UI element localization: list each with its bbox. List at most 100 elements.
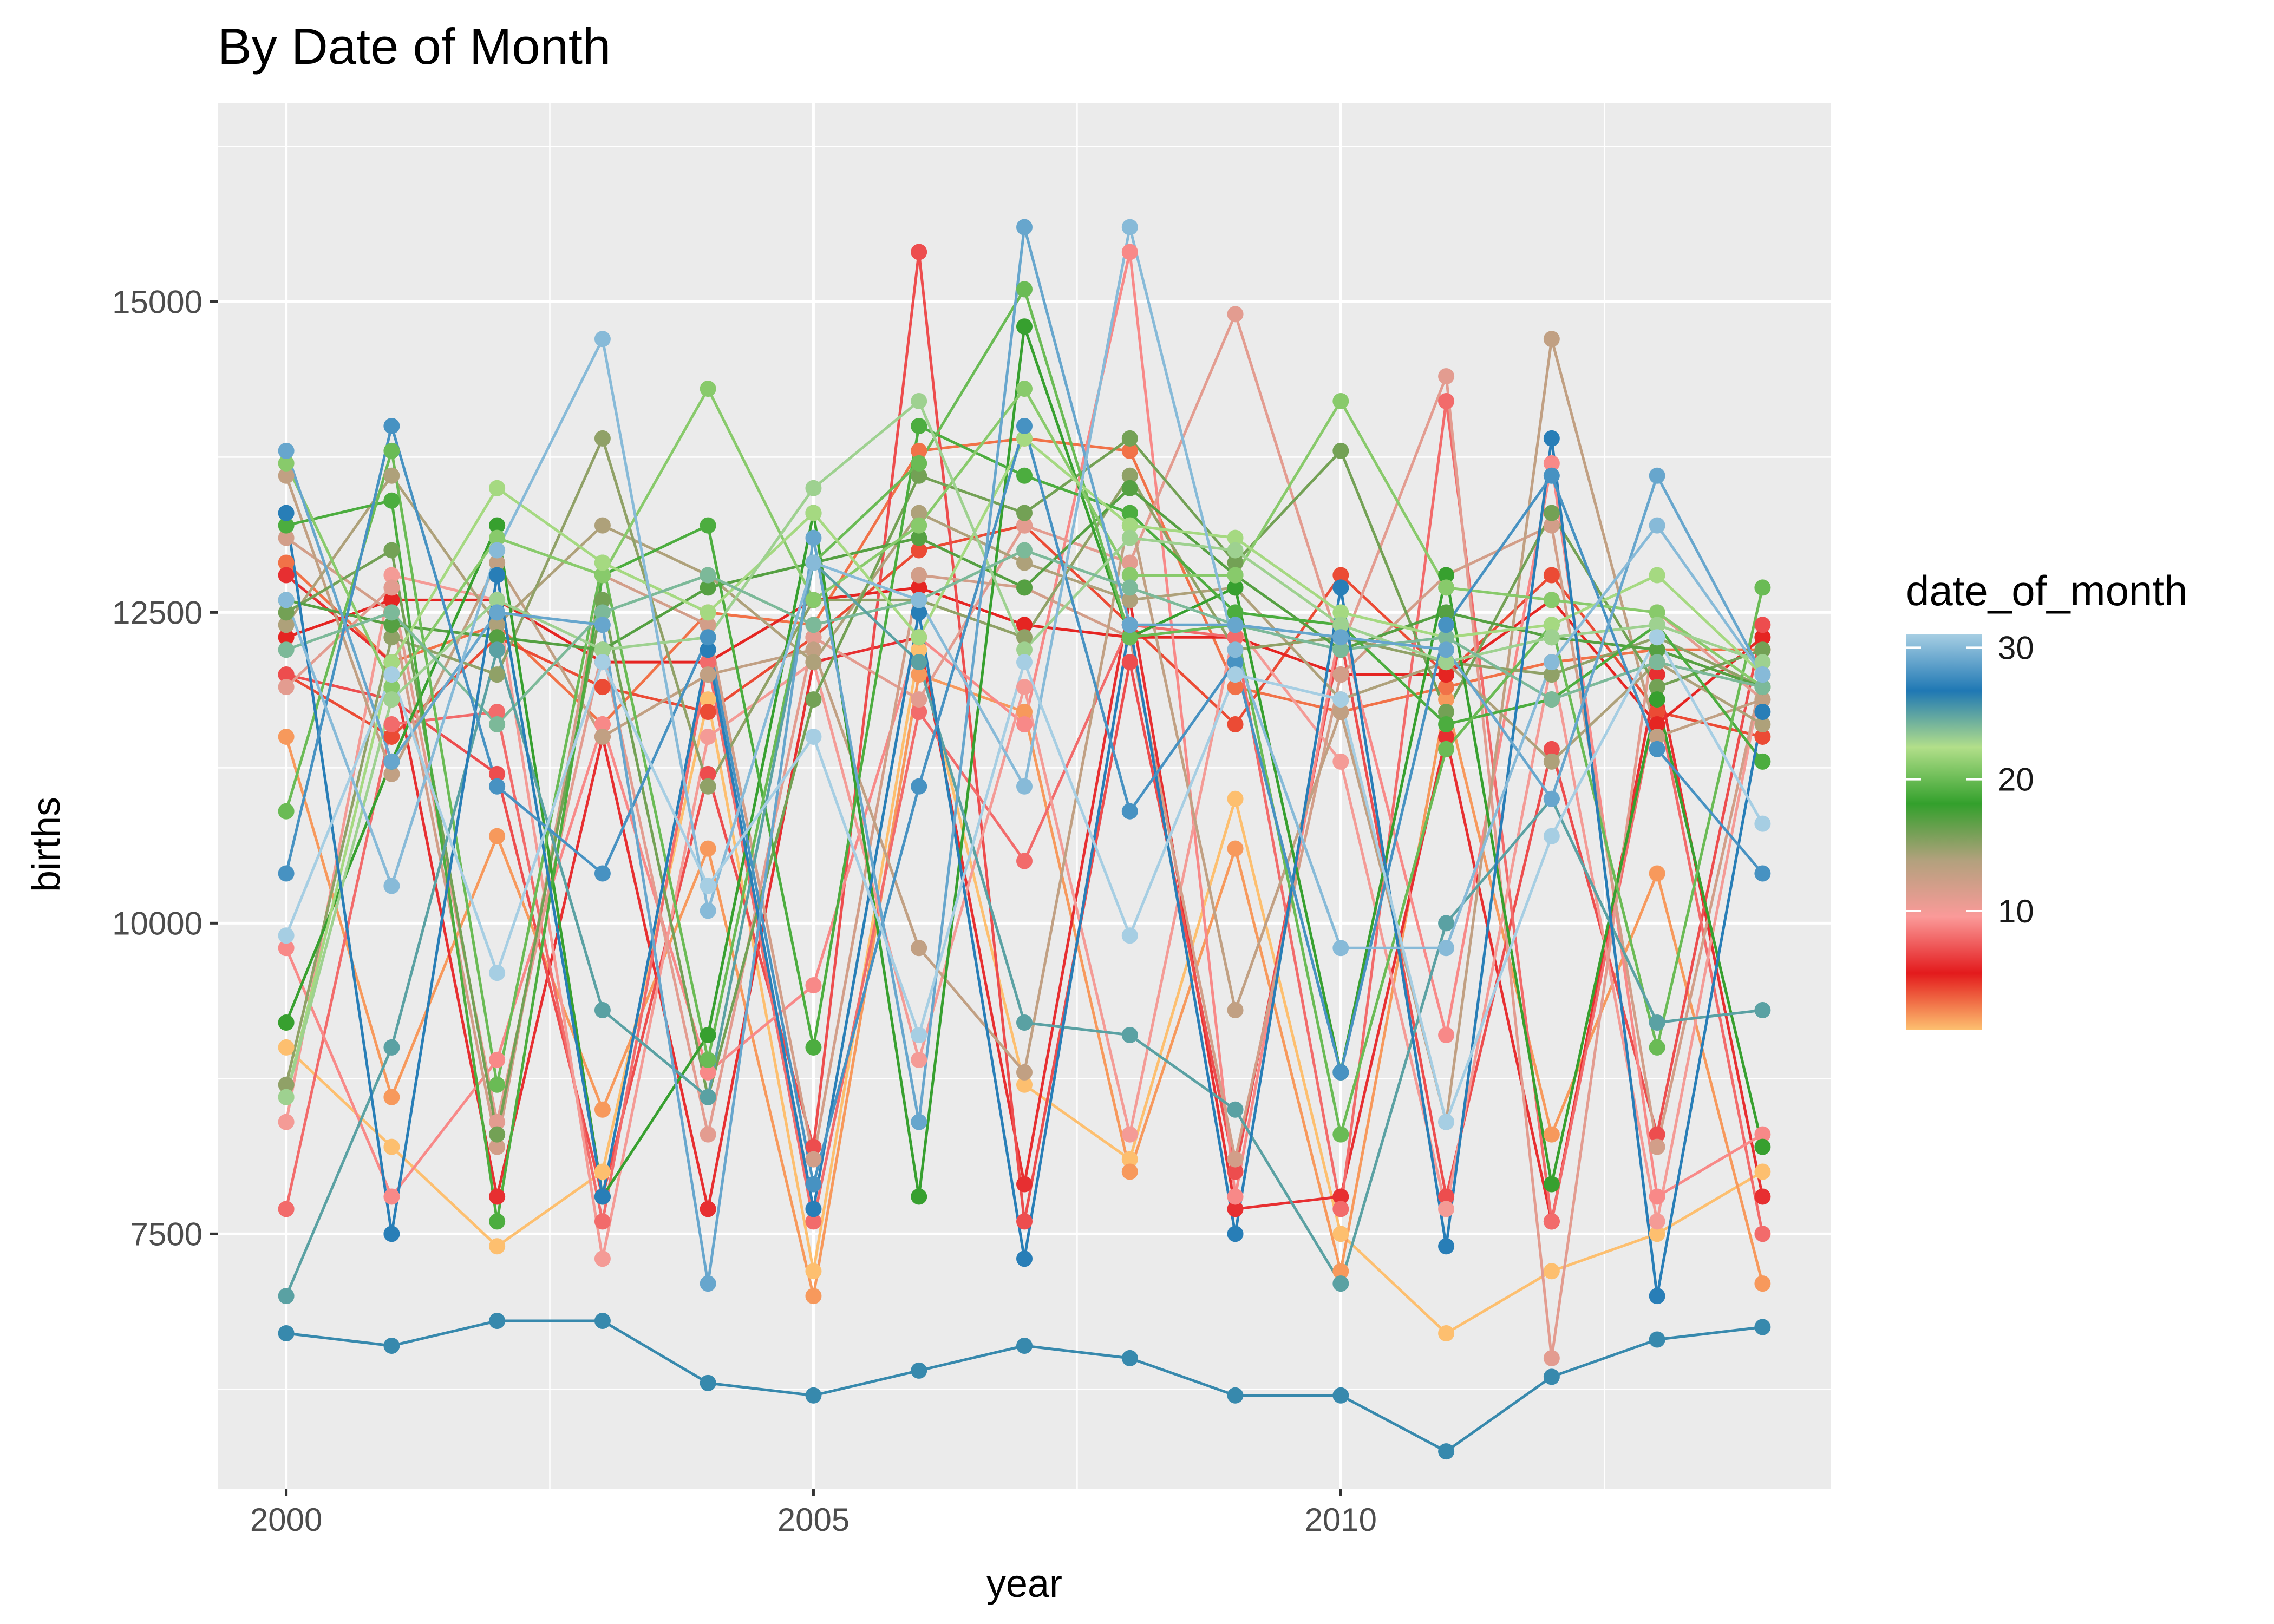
data-point [1754,865,1771,882]
data-point [594,641,611,658]
data-point [1438,1201,1455,1217]
data-point [700,1201,716,1217]
data-point [1227,629,1244,646]
data-point [278,1089,295,1105]
data-point [911,244,927,260]
data-point [594,1188,611,1205]
data-point [383,679,400,696]
data-point [911,505,927,521]
data-point [278,1201,295,1217]
data-point [489,617,506,633]
data-point [383,492,400,509]
y-tick-label: 7500 [130,1216,202,1252]
data-point [1016,517,1033,534]
data-point [911,1026,927,1043]
data-point [911,393,927,410]
data-point [594,517,611,534]
data-point [383,691,400,708]
data-point [594,1213,611,1230]
data-point [383,542,400,559]
data-point [1016,219,1033,235]
data-point [700,1275,716,1292]
data-point [1332,393,1349,410]
data-point [1016,1076,1033,1093]
data-point [489,666,506,683]
data-point [1649,467,1665,484]
data-point [1543,430,1560,447]
legend-title: date_of_month [1906,567,2187,614]
data-point [278,1039,295,1056]
data-point [1543,455,1560,472]
data-point [1543,1368,1560,1385]
y-axis-title: births [25,797,68,892]
data-point [594,1250,611,1267]
data-point [1332,704,1349,721]
data-point [911,629,927,646]
data-point [1438,617,1455,633]
data-point [1121,1350,1138,1366]
data-point [1121,480,1138,496]
data-point [489,1213,506,1230]
data-point [700,878,716,894]
data-point [805,641,822,658]
data-point [1438,704,1455,721]
data-point [1332,1275,1349,1292]
data-point [489,1313,506,1330]
data-point [805,1039,822,1056]
data-point [383,567,400,584]
data-point [700,902,716,919]
data-point [1649,666,1665,683]
data-point [700,381,716,397]
data-point [1543,790,1560,807]
data-point [700,765,716,782]
data-point [1227,679,1244,696]
data-point [1543,517,1560,534]
data-point [1227,1163,1244,1180]
data-point [489,1188,506,1205]
data-point [1754,1188,1771,1205]
data-point [1016,430,1033,447]
data-point [1227,1002,1244,1019]
data-point [1649,1288,1665,1305]
data-point [383,1188,400,1205]
data-point [1227,1188,1244,1205]
data-point [1754,716,1771,732]
data-point [1543,592,1560,608]
data-point [489,704,506,721]
legend-ticks: 30 20 10 [1906,630,2034,929]
data-point [1121,467,1138,484]
data-point [1754,666,1771,683]
data-point [805,1213,822,1230]
data-point [1227,604,1244,621]
data-point [1649,1126,1665,1143]
data-point [1543,828,1560,844]
data-point [489,828,506,844]
data-point [1227,579,1244,596]
y-tick-label: 15000 [112,284,202,320]
data-point [383,878,400,894]
legend-label: 30 [1998,630,2034,666]
data-point [1438,579,1455,596]
data-point [383,579,400,596]
data-point [1227,529,1244,546]
data-point [489,1114,506,1130]
data-point [1227,654,1244,671]
data-point [805,629,822,646]
data-point [805,1151,822,1168]
data-point [1649,604,1665,621]
data-point [1121,430,1138,447]
data-point [383,467,400,484]
data-point [1754,1275,1771,1292]
data-point [594,1101,611,1118]
data-point [805,480,822,496]
data-point [1754,753,1771,770]
data-point [489,965,506,981]
data-point [1649,1014,1665,1031]
data-point [489,1138,506,1155]
data-point [1543,467,1560,484]
data-point [1016,1176,1033,1193]
data-point [489,592,506,608]
data-point [911,1188,927,1205]
data-point [1016,1337,1033,1354]
data-point [911,1362,927,1379]
